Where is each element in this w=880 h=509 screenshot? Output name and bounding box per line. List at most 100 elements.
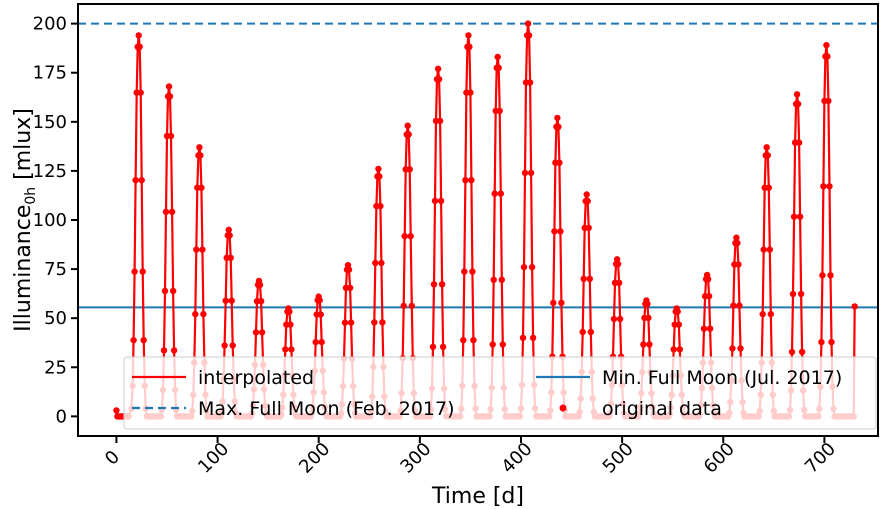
data-point-24 [139,268,146,275]
data-point-254 [372,259,379,267]
data-point-408 [527,169,535,177]
data-point-380 [499,341,506,348]
data-point-467 [587,328,594,336]
data-point-668 [790,213,798,220]
data-point-15 [130,337,137,344]
data-point-350 [469,268,476,275]
data-point-401 [520,263,528,271]
data-point-22 [137,89,144,96]
data-point-460 [580,275,587,282]
data-point-674 [796,213,804,220]
data-point-371 [490,276,497,283]
x-axis-ticks: 0 100 200 300 400 500 600 700 [101,436,840,478]
data-point-109 [225,226,232,233]
x-tick-label-300: 300 [396,439,435,478]
data-point-465 [585,224,592,231]
data-point-55 [170,347,178,354]
data-point-379 [498,276,505,283]
data-point-583 [704,276,712,283]
y-tick-label-200: 200 [33,14,67,35]
data-point-495 [615,279,623,286]
data-point-376 [495,64,502,72]
data-point-46 [161,287,169,295]
data-point-16 [131,268,138,275]
data-point-77 [193,246,200,253]
data-point-675 [797,290,805,298]
data-point-638 [760,246,767,253]
data-point-676 [798,348,806,356]
data-point-112 [228,297,235,304]
y-axis-ticks: 0 25 50 75 100 125 150 175 200 [33,14,78,427]
x-tick-label-700: 700 [801,439,840,478]
data-point-549 [670,346,677,353]
data-point-637 [759,310,766,318]
data-point-704 [827,272,834,279]
data-point-259 [377,202,384,210]
data-point-290 [408,302,415,310]
data-point-672 [794,100,802,108]
data-point-201 [318,338,325,346]
data-point-316 [434,65,442,73]
data-point-20 [135,32,142,39]
data-point-313 [431,197,439,205]
data-point-136 [252,329,260,336]
data-point-260 [378,259,385,267]
legend-item-2-label: Min. Full Moon (Jul. 2017) [602,367,842,389]
data-point-607 [729,345,736,352]
data-point-142 [258,329,266,336]
data-point-258 [376,173,383,180]
data-point-0 [113,407,120,414]
data-point-642 [764,152,771,159]
data-point-645 [767,310,774,318]
y-tick-label-150: 150 [33,112,67,133]
x-axis-label: Time [d] [431,484,524,509]
legend-item-1-label: Max. Full Moon (Feb. 2017) [198,398,455,420]
data-point-612 [734,239,741,247]
axes: 0 100 200 300 400 500 600 700 0 25 50 75 100 125 150 1… [11,3,879,509]
data-point-113 [229,342,236,349]
data-point-608 [730,302,737,309]
data-point-170 [287,321,294,328]
y-tick-label-175: 175 [33,63,67,84]
data-point-614 [736,302,743,309]
data-point-319 [437,197,445,205]
data-point-695 [818,338,825,346]
data-point-282 [400,302,407,310]
data-point-728 [851,303,858,310]
data-point-230 [347,319,355,326]
data-point-195 [312,338,319,346]
data-point-464 [584,197,591,205]
data-point-406 [525,32,533,39]
data-point-554 [675,321,682,328]
data-point-611 [733,234,740,241]
data-point-407 [526,79,534,86]
y-tick-label-50: 50 [44,308,67,329]
data-point-312 [430,281,438,288]
data-point-50 [165,83,173,90]
data-point-83 [199,246,206,253]
data-point-703 [826,183,833,190]
x-tick-label-600: 600 [700,439,739,478]
data-point-496 [616,315,624,323]
data-point-165 [282,346,289,353]
data-point-463 [583,191,590,198]
legend: interpolated Max. Full Moon (Feb. 2017) Mi… [123,356,877,430]
data-point-524 [645,314,652,322]
data-point-311 [429,343,437,351]
reference-lines [78,22,878,309]
legend-item-3-marker [559,404,567,412]
data-point-701 [824,53,831,60]
data-point-288 [406,166,413,173]
data-point-23 [138,177,145,184]
data-point-286 [404,122,411,129]
data-point-320 [438,281,446,288]
data-point-169 [286,308,293,315]
data-point-644 [766,246,773,253]
data-point-347 [466,43,473,50]
x-tick-label-0: 0 [101,447,124,470]
data-point-321 [439,343,447,351]
data-point-372 [491,190,498,197]
data-point-466 [586,275,593,282]
data-point-261 [379,319,386,326]
data-point-436 [556,159,563,166]
